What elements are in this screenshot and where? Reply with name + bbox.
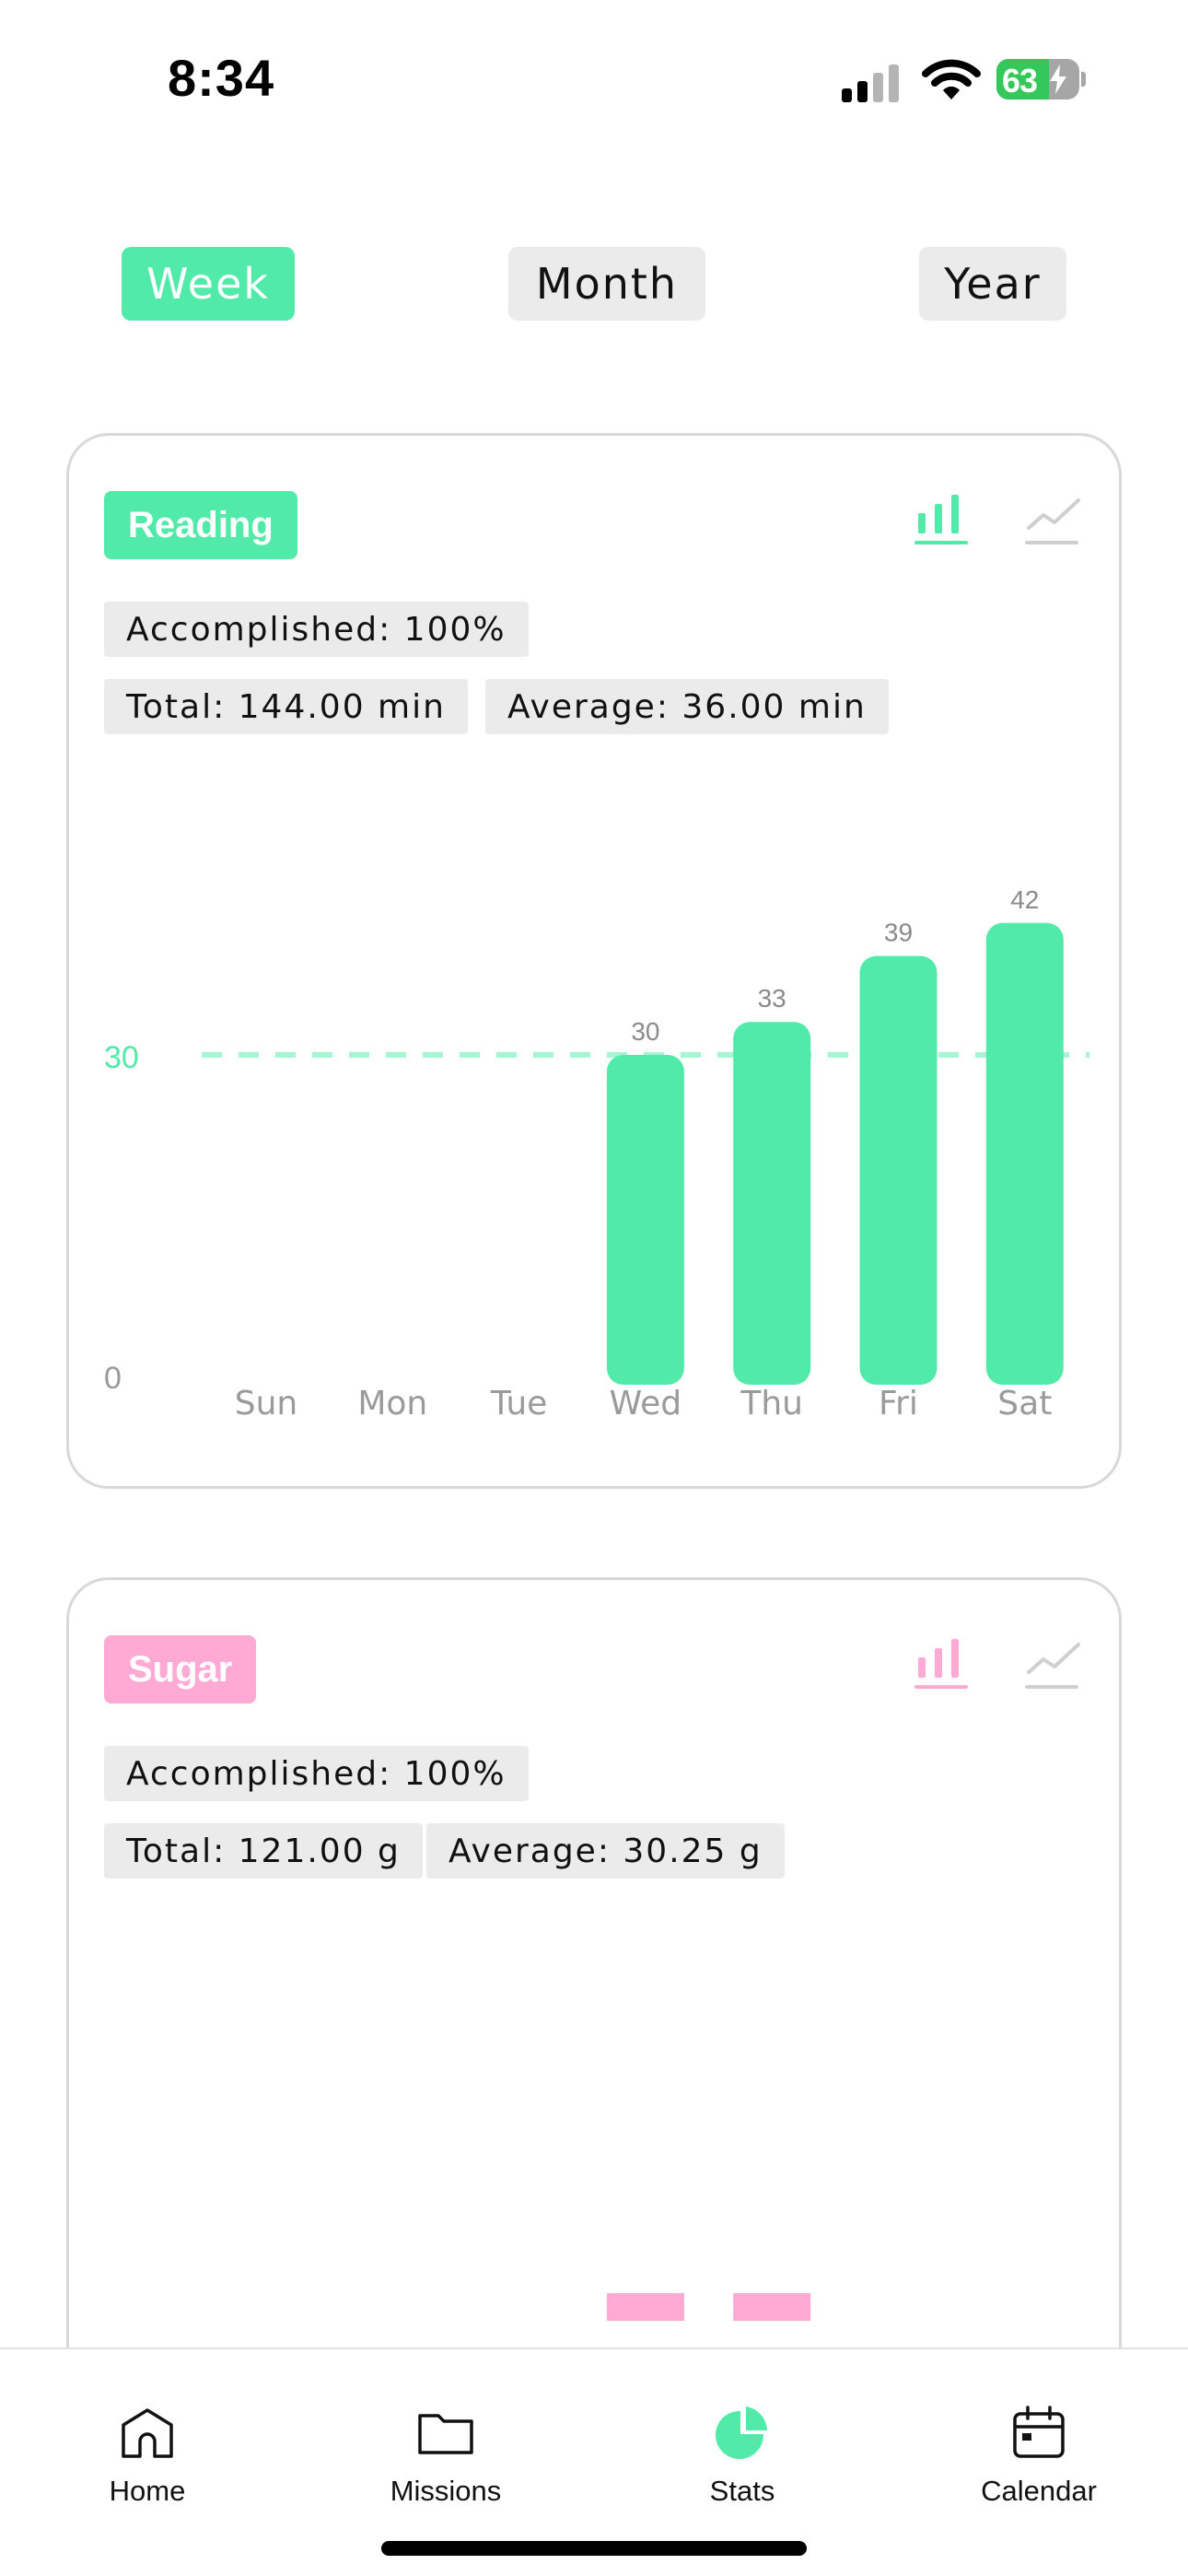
bar-chart-icon[interactable] (914, 1635, 973, 1691)
tab-missions[interactable]: Missions (335, 2403, 556, 2523)
x-tick-label-fri: Fri (879, 1385, 918, 1423)
bottom-tab-bar: Home Missions Stats Calendar (0, 2348, 1188, 2576)
reading-average-label: Average: 36.00 min (485, 679, 889, 734)
tab-stats-label: Stats (709, 2475, 775, 2507)
bar-fri (859, 955, 938, 1385)
year-tab[interactable]: Year (919, 247, 1066, 321)
battery-level: 63 (1002, 62, 1038, 100)
battery-indicator: 63 (996, 59, 1079, 100)
bar-thu (733, 1022, 811, 1385)
tab-calendar[interactable]: Calendar (928, 2403, 1149, 2523)
x-tick-label-tue: Tue (490, 1385, 548, 1423)
line-chart-icon[interactable] (1025, 1635, 1084, 1691)
bar-sat (985, 922, 1064, 1385)
reading-bar-chart: 30 0 Sun Mon Tue 30 Wed 33 Thu 39 Fri 42 Sat (104, 885, 1089, 1423)
battery-nub (1081, 72, 1086, 87)
bar-value-label: 33 (758, 984, 786, 1013)
home-icon (122, 2408, 173, 2458)
tab-stats[interactable]: Stats (632, 2403, 853, 2523)
pie-chart-icon (716, 2406, 767, 2459)
battery-fill (996, 59, 1049, 100)
week-tab[interactable]: Week (122, 247, 295, 321)
line-chart-icon[interactable] (1025, 491, 1084, 546)
month-tab[interactable]: Month (508, 247, 705, 321)
bar-chart-icon[interactable] (914, 491, 973, 546)
bar-thu-clip (733, 2293, 811, 2321)
sugar-tag: Sugar (104, 1635, 257, 1704)
status-time: 8:34 (168, 49, 275, 107)
tab-calendar-label: Calendar (981, 2475, 1097, 2507)
goal-label: 30 (104, 1040, 139, 1075)
x-tick-label-sat: Sat (997, 1385, 1052, 1423)
cellular-signal-icon (842, 64, 899, 102)
x-tick-label-wed: Wed (610, 1385, 682, 1423)
reading-stats-card: Reading Accomplished: 100% Total: 144.00… (66, 433, 1122, 1489)
x-tick-label-sun: Sun (235, 1385, 297, 1423)
x-tick-label-thu: Thu (740, 1385, 803, 1423)
tab-missions-label: Missions (390, 2475, 502, 2507)
sugar-average-label: Average: 30.25 g (426, 1823, 785, 1879)
calendar-icon (1013, 2406, 1065, 2458)
tab-home[interactable]: Home (37, 2403, 258, 2523)
x-tick-label-mon: Mon (357, 1385, 427, 1423)
sugar-total-label: Total: 121.00 g (104, 1823, 423, 1879)
reading-accomplished-label: Accomplished: 100% (104, 602, 529, 657)
charging-bolt-icon (1050, 64, 1066, 94)
bar-value-label: 39 (884, 919, 913, 947)
bar-value-label: 30 (631, 1017, 659, 1046)
wifi-icon (922, 59, 981, 100)
sugar-accomplished-label: Accomplished: 100% (104, 1746, 529, 1801)
folder-icon (418, 2414, 473, 2454)
home-indicator (381, 2541, 807, 2556)
bar-wed-clip (606, 2293, 684, 2321)
y-axis-zero-label: 0 (104, 1361, 122, 1396)
tab-home-label: Home (109, 2475, 186, 2507)
reading-tag: Reading (104, 491, 297, 559)
bar-wed (606, 1055, 684, 1385)
reading-total-label: Total: 144.00 min (104, 679, 468, 734)
bar-value-label: 42 (1010, 885, 1039, 914)
